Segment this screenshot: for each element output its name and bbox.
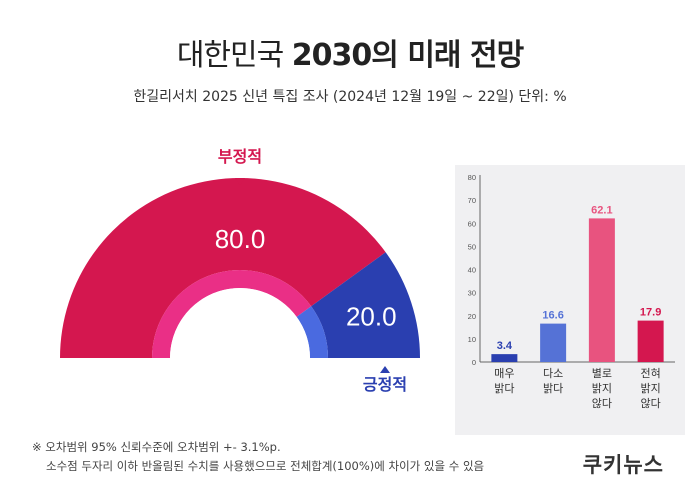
bar-value-label: 62.1 [591,204,612,216]
x-tick-label: 밝지 [641,382,661,395]
pointer-positive [380,366,390,373]
category-label-positive: 긍정적 [363,375,407,394]
y-tick-label: 0 [472,358,476,367]
x-tick-label: 전혀 [641,367,661,380]
footnote-line-2: 소수점 두자리 이하 반올림된 수치를 사용했으므로 전체합계(100%)에 차… [46,459,485,473]
title-light: 대한민국 [176,38,284,73]
bar-value-label: 17.9 [640,307,661,319]
y-tick-label: 80 [468,173,476,182]
x-tick-label: 밝다 [543,382,563,395]
bar [491,354,518,362]
category-label-negative: 부정적 [218,147,262,166]
chart-subtitle: 한길리서치 2025 신년 특집 조사 (2024년 12월 19일 ~ 22일… [133,89,567,105]
y-tick-label: 30 [468,289,476,298]
y-tick-label: 40 [468,266,476,275]
y-tick-label: 10 [468,335,476,344]
x-tick-label: 매우 [494,367,514,380]
slice-positive [311,252,420,358]
bar [637,320,664,362]
chart-title: 대한민국 2030의 미래 전망 [0,30,700,74]
slice-ring-positive [296,306,328,358]
pointer-negative [235,178,245,185]
slice-ring-negative [152,270,312,358]
x-tick-label: 않다 [641,397,661,410]
bar-chart-panel [455,165,685,435]
y-tick-label: 50 [468,242,476,251]
donut-hole [170,288,310,358]
x-tick-label: 밝지 [592,382,612,395]
x-tick-label: 별로 [592,367,612,380]
x-tick-label: 밝다 [494,382,514,395]
bar [540,323,567,362]
brand-logo: 쿠키뉴스 [582,453,664,477]
slice-value-label: 80.0 [215,224,266,254]
x-tick-label: 다소 [543,367,563,380]
footnote-line-1: ※ 오차범위 95% 신뢰수준에 오차범위 +- 3.1%p. [32,440,281,454]
bar [588,218,615,362]
y-tick-label: 60 [468,219,476,228]
bar-value-label: 16.6 [542,310,563,322]
title-bold: 2030의 미래 전망 [291,38,524,73]
y-tick-label: 20 [468,312,476,321]
y-tick-label: 70 [468,196,476,205]
footnote: ※ 오차범위 95% 신뢰수준에 오차범위 +- 3.1%p. 소수점 두자리 … [32,438,484,476]
bar-value-label: 3.4 [497,340,513,352]
slice-value-label: 20.0 [346,301,397,331]
slice-negative [60,178,386,358]
x-tick-label: 않다 [592,397,612,410]
